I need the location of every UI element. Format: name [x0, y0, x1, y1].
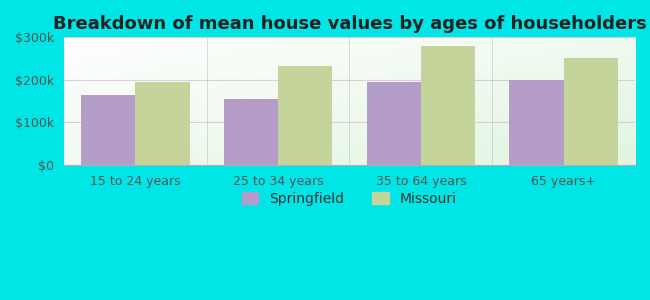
Bar: [421, 46, 475, 165]
Bar: [278, 66, 332, 165]
Bar: [224, 99, 278, 165]
Bar: [81, 95, 135, 165]
Title: Breakdown of mean house values by ages of householders: Breakdown of mean house values by ages o…: [53, 15, 646, 33]
Legend: Springfield, Missouri: Springfield, Missouri: [236, 187, 463, 211]
Bar: [510, 80, 564, 165]
Bar: [135, 82, 190, 165]
Bar: [564, 58, 618, 165]
Bar: [367, 82, 421, 165]
